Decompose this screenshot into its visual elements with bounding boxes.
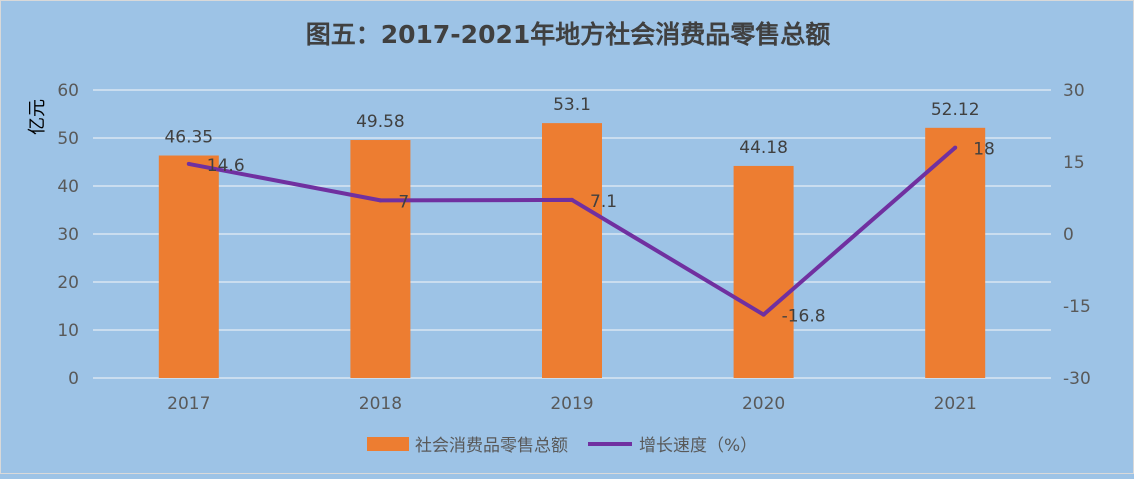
- y2-tick-label: 15: [1063, 153, 1085, 173]
- y2-tick-label: 0: [1063, 225, 1074, 245]
- line-point: [953, 145, 958, 150]
- y2-tick-label: 30: [1063, 81, 1085, 101]
- line-data-label: 7: [398, 192, 409, 212]
- x-tick-label: 2020: [742, 394, 785, 414]
- y-tick-label: 0: [68, 369, 79, 389]
- y-tick-label: 50: [57, 129, 79, 149]
- bar: [925, 127, 986, 378]
- line-point: [378, 198, 383, 203]
- legend-label-bar: 社会消费品零售总额: [415, 436, 568, 456]
- y2-tick-label: -15: [1063, 297, 1091, 317]
- y-tick-label: 10: [57, 321, 79, 341]
- line-point: [570, 197, 574, 202]
- y-tick-label: 60: [57, 81, 79, 101]
- chart-title: 图五：2017-2021年地方社会消费品零售总额: [306, 20, 831, 49]
- bar: [733, 165, 794, 378]
- line-point: [186, 161, 191, 166]
- y-tick-label: 30: [57, 225, 79, 245]
- bar-data-label: 49.58: [356, 112, 405, 132]
- legend-swatch-bar: [367, 437, 409, 451]
- line-point: [761, 312, 766, 317]
- y-axis-label: 亿元: [27, 99, 48, 135]
- y-tick-label: 40: [57, 177, 79, 197]
- line-data-label: 18: [973, 140, 995, 160]
- bar-data-label: 52.12: [931, 100, 980, 120]
- x-tick-label: 2021: [934, 394, 977, 414]
- x-tick-label: 2017: [167, 394, 210, 414]
- line-data-label: -16.8: [782, 307, 826, 327]
- y-tick-label: 20: [57, 273, 79, 293]
- bar: [542, 123, 602, 379]
- y2-tick-label: -30: [1063, 369, 1091, 389]
- bar-data-label: 46.35: [164, 128, 213, 148]
- bar: [350, 140, 411, 378]
- x-tick-label: 2019: [550, 394, 593, 414]
- bar: [158, 155, 219, 378]
- line-data-label: 7.1: [590, 192, 617, 212]
- line-data-label: 14.6: [207, 156, 245, 176]
- bar-data-label: 53.1: [553, 95, 591, 115]
- legend-label-line: 增长速度（%）: [639, 436, 757, 456]
- x-tick-label: 2018: [359, 394, 402, 414]
- bar-data-label: 44.18: [739, 138, 788, 158]
